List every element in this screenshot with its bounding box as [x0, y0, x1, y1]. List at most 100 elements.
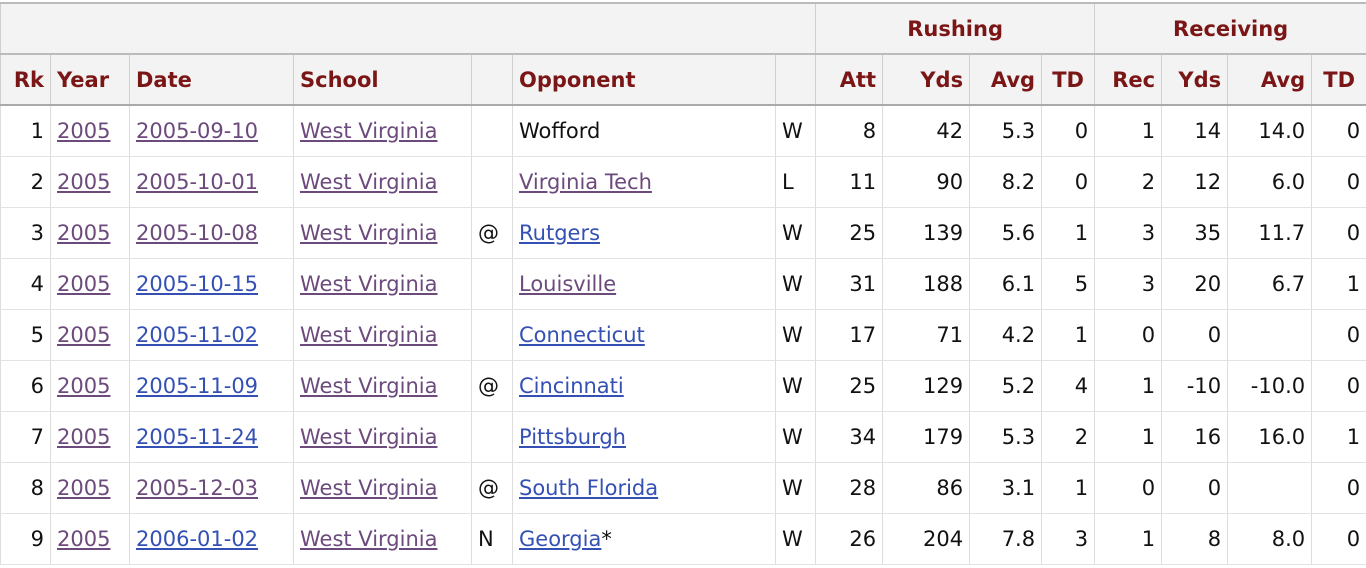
link[interactable]: 2005: [57, 220, 111, 245]
table-cell: 8: [815, 105, 884, 157]
link[interactable]: 2005-10-01: [136, 169, 259, 194]
link[interactable]: 2005-10-15: [136, 271, 259, 296]
link[interactable]: West Virginia: [300, 373, 438, 398]
table-cell: 0: [1311, 360, 1366, 412]
link[interactable]: 2005: [57, 271, 111, 296]
link[interactable]: West Virginia: [300, 118, 438, 143]
table-cell: 0: [1311, 309, 1366, 361]
table-cell: 35: [1161, 207, 1229, 259]
link[interactable]: West Virginia: [300, 220, 438, 245]
link[interactable]: West Virginia: [300, 475, 438, 500]
table-cell: 17: [815, 309, 884, 361]
link[interactable]: 2005: [57, 373, 111, 398]
table-cell: 14.0: [1227, 105, 1313, 157]
table-cell: 3: [0, 207, 51, 259]
link[interactable]: West Virginia: [300, 526, 438, 551]
table-cell: 2005: [50, 105, 130, 157]
link[interactable]: 2006-01-02: [136, 526, 259, 551]
link[interactable]: Rutgers: [519, 220, 601, 245]
table-cell: 2: [1041, 411, 1096, 463]
link[interactable]: Cincinnati: [519, 373, 624, 398]
link[interactable]: West Virginia: [300, 424, 438, 449]
table-cell: 3: [1094, 207, 1163, 259]
link[interactable]: 2005: [57, 118, 111, 143]
table-cell: @: [471, 462, 513, 514]
table-cell: 11.7: [1227, 207, 1313, 259]
link[interactable]: Pittsburgh: [519, 424, 626, 449]
table-cell: 8.2: [969, 156, 1043, 208]
link[interactable]: 2005: [57, 526, 111, 551]
link[interactable]: 2005-11-24: [136, 424, 259, 449]
table-cell: 1: [0, 105, 51, 157]
table-cell: Rutgers: [512, 207, 776, 259]
table-cell: Cincinnati: [512, 360, 776, 412]
table-cell: Virginia Tech: [512, 156, 776, 208]
table-cell: West Virginia: [293, 156, 472, 208]
table-row: 2 2005 2005-10-01 West Virginia Virginia Tec…: [0, 156, 1366, 208]
table-cell: West Virginia: [293, 309, 472, 361]
table-cell: 2005-09-10: [129, 105, 294, 157]
table-cell: 4: [1041, 360, 1096, 412]
link[interactable]: 2005-10-08: [136, 220, 259, 245]
link[interactable]: West Virginia: [300, 271, 438, 296]
link[interactable]: 2005-12-03: [136, 475, 259, 500]
table-cell: West Virginia: [293, 207, 472, 259]
table-cell: [471, 156, 513, 208]
column-header: Opponent: [512, 53, 776, 106]
table-cell: 1: [1094, 513, 1163, 565]
link[interactable]: Georgia: [519, 526, 602, 551]
table-cell: 1: [1094, 411, 1163, 463]
link[interactable]: 2005-11-09: [136, 373, 259, 398]
column-header: Rec: [1094, 53, 1163, 106]
table-row: 6 2005 2005-11-09 West Virginia @ Cincinnati W…: [0, 360, 1366, 412]
table-cell: 25: [815, 207, 884, 259]
link[interactable]: Virginia Tech: [519, 169, 652, 194]
table-cell: L: [774, 156, 817, 208]
table-cell: 6: [0, 360, 51, 412]
link[interactable]: 2005-09-10: [136, 118, 259, 143]
link[interactable]: 2005: [57, 169, 111, 194]
link[interactable]: West Virginia: [300, 322, 438, 347]
link[interactable]: 2005: [57, 322, 111, 347]
table-cell: 5.2: [969, 360, 1043, 412]
table-cell: [471, 258, 513, 310]
table-cell: 0: [1311, 105, 1366, 157]
table-cell: 3.1: [969, 462, 1043, 514]
table-cell: W: [774, 462, 817, 514]
table-cell: 2005-10-01: [129, 156, 294, 208]
column-header: Att: [815, 53, 884, 106]
table-cell: 2005: [50, 207, 130, 259]
table-cell: West Virginia: [293, 258, 472, 310]
table-cell: 16: [1161, 411, 1229, 463]
link[interactable]: 2005-11-02: [136, 322, 259, 347]
table-cell: 0: [1311, 513, 1366, 565]
table-cell: 1: [1041, 462, 1096, 514]
table-cell: Georgia*: [512, 513, 776, 565]
link[interactable]: Louisville: [519, 271, 617, 296]
table-row: 8 2005 2005-12-03 West Virginia @ South Flori…: [0, 462, 1366, 514]
link[interactable]: 2005: [57, 475, 111, 500]
table-cell: 8.0: [1227, 513, 1313, 565]
table-cell: 0: [1311, 156, 1366, 208]
table-cell: 2005: [50, 360, 130, 412]
link[interactable]: 2005: [57, 424, 111, 449]
link[interactable]: South Florida: [519, 475, 659, 500]
table-cell: 188: [882, 258, 971, 310]
table-cell: [471, 105, 513, 157]
table-cell: 6.1: [969, 258, 1043, 310]
link[interactable]: West Virginia: [300, 169, 438, 194]
link[interactable]: Connecticut: [519, 322, 645, 347]
table-cell: West Virginia: [293, 105, 472, 157]
table-row: 4 2005 2005-10-15 West Virginia Louisville W 3…: [0, 258, 1366, 310]
table-cell: W: [774, 411, 817, 463]
table-cell: 1: [1311, 258, 1366, 310]
table-cell: 20: [1161, 258, 1229, 310]
table-cell: [471, 411, 513, 463]
table-cell: West Virginia: [293, 411, 472, 463]
table-cell: 0: [1041, 105, 1096, 157]
table-cell: 31: [815, 258, 884, 310]
table-cell: 3: [1094, 258, 1163, 310]
table-cell: 129: [882, 360, 971, 412]
